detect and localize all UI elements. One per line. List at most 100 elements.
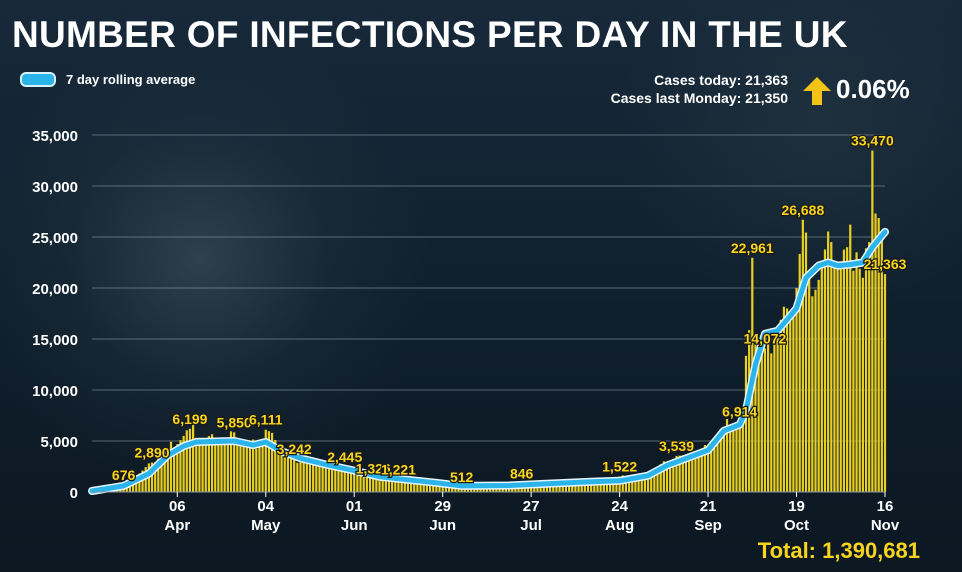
daily-case-bar [605, 480, 609, 492]
data-label: 3,242 [277, 441, 312, 457]
data-label: 1,522 [602, 458, 637, 474]
daily-case-bar [593, 480, 596, 492]
daily-case-bar [697, 452, 700, 492]
daily-case-bar [416, 480, 419, 492]
daily-case-bar [637, 477, 640, 492]
daily-case-bar [842, 249, 846, 492]
daily-case-bar [804, 232, 808, 493]
x-tick-month: Jun [341, 517, 368, 534]
daily-case-bar [646, 474, 650, 492]
daily-case-bar [160, 454, 163, 492]
daily-case-bar [289, 453, 293, 492]
y-tick-label: 0 [70, 485, 78, 502]
daily-case-bar [694, 455, 697, 492]
daily-case-bar [270, 432, 274, 492]
daily-case-bar [188, 428, 192, 492]
x-tick-month: May [251, 517, 281, 534]
case-stats: Cases today: 21,363 Cases last Monday: 2… [611, 71, 788, 107]
daily-case-bar [302, 461, 305, 492]
daily-case-bar [274, 439, 277, 492]
data-label: 6,914 [722, 403, 757, 419]
data-label: 2,445 [327, 449, 362, 465]
daily-case-bar [201, 437, 204, 492]
daily-case-bar [564, 482, 568, 492]
daily-case-bar [858, 268, 861, 492]
daily-case-bar [735, 423, 738, 492]
x-tick-day: 29 [434, 498, 451, 515]
daily-case-bar [814, 289, 817, 492]
daily-case-bar [397, 479, 400, 492]
daily-case-bar [833, 266, 836, 492]
daily-case-bar [744, 355, 748, 492]
data-label: 512 [450, 469, 474, 485]
daily-case-bar [640, 474, 643, 492]
daily-case-bar [567, 482, 571, 492]
daily-case-bar [795, 288, 798, 492]
legend-label: 7 day rolling average [66, 72, 196, 87]
daily-case-bar [883, 274, 887, 492]
daily-case-bar [428, 483, 432, 492]
cases-last-monday: Cases last Monday: 21,350 [610, 90, 788, 106]
daily-case-bar [545, 483, 549, 492]
daily-case-bar [871, 150, 874, 492]
y-tick-label: 35,000 [32, 128, 78, 145]
x-tick-month: Apr [164, 517, 190, 534]
daily-case-bar [754, 344, 757, 492]
daily-case-bar [315, 463, 318, 492]
daily-case-bar [409, 480, 413, 492]
daily-case-bar [710, 446, 713, 492]
daily-case-bar [286, 452, 289, 492]
daily-case-bar [688, 459, 691, 492]
daily-case-bar [729, 430, 732, 492]
daily-case-bar [413, 480, 416, 492]
x-tick-day: 27 [523, 498, 540, 515]
daily-case-bar [368, 477, 372, 492]
daily-case-bar [789, 320, 792, 492]
daily-case-bar [419, 481, 422, 492]
daily-case-bar [586, 481, 590, 492]
x-tick-day: 01 [346, 498, 363, 515]
daily-case-bar [798, 253, 801, 492]
legend-swatch-rolling-average [20, 72, 56, 87]
daily-case-bar [277, 447, 280, 492]
daily-case-bar [770, 353, 773, 492]
daily-case-bar [163, 450, 166, 492]
daily-case-bar [552, 483, 555, 492]
daily-case-bar [233, 432, 236, 492]
y-tick-label: 15,000 [32, 332, 78, 349]
daily-case-bar [763, 348, 767, 492]
daily-case-bar [154, 462, 157, 492]
cases-today: Cases today: 21,363 [654, 72, 788, 88]
daily-case-bar [827, 231, 830, 492]
daily-case-bar [425, 482, 428, 492]
daily-case-bar [261, 438, 264, 492]
daily-case-bar [675, 455, 678, 492]
daily-case-bar [624, 478, 628, 492]
daily-case-bar [299, 462, 302, 492]
daily-case-bar [643, 472, 646, 492]
daily-case-bar [226, 437, 229, 492]
daily-case-bar [343, 467, 346, 492]
daily-case-bar [372, 478, 375, 492]
daily-case-bar [779, 319, 782, 492]
daily-case-bar [375, 477, 378, 492]
x-tick-month: Sep [694, 517, 722, 534]
daily-case-bar [359, 475, 362, 492]
daily-case-bar [678, 455, 681, 492]
daily-case-bar [280, 448, 283, 492]
daily-case-bar [549, 483, 552, 492]
daily-case-bar [725, 419, 729, 492]
daily-case-bar [173, 448, 176, 492]
daily-case-bar [252, 439, 255, 492]
daily-case-bar [596, 480, 599, 492]
daily-case-bar [823, 249, 827, 492]
daily-case-bar [732, 426, 735, 492]
x-tick-month: Jul [520, 517, 542, 534]
daily-case-bar [207, 436, 211, 492]
daily-case-bar [422, 482, 425, 492]
daily-case-bar [384, 479, 387, 492]
daily-case-bar [719, 429, 722, 492]
x-tick-day: 24 [611, 498, 628, 515]
daily-case-bar [318, 466, 321, 492]
daily-case-bar [157, 458, 160, 492]
